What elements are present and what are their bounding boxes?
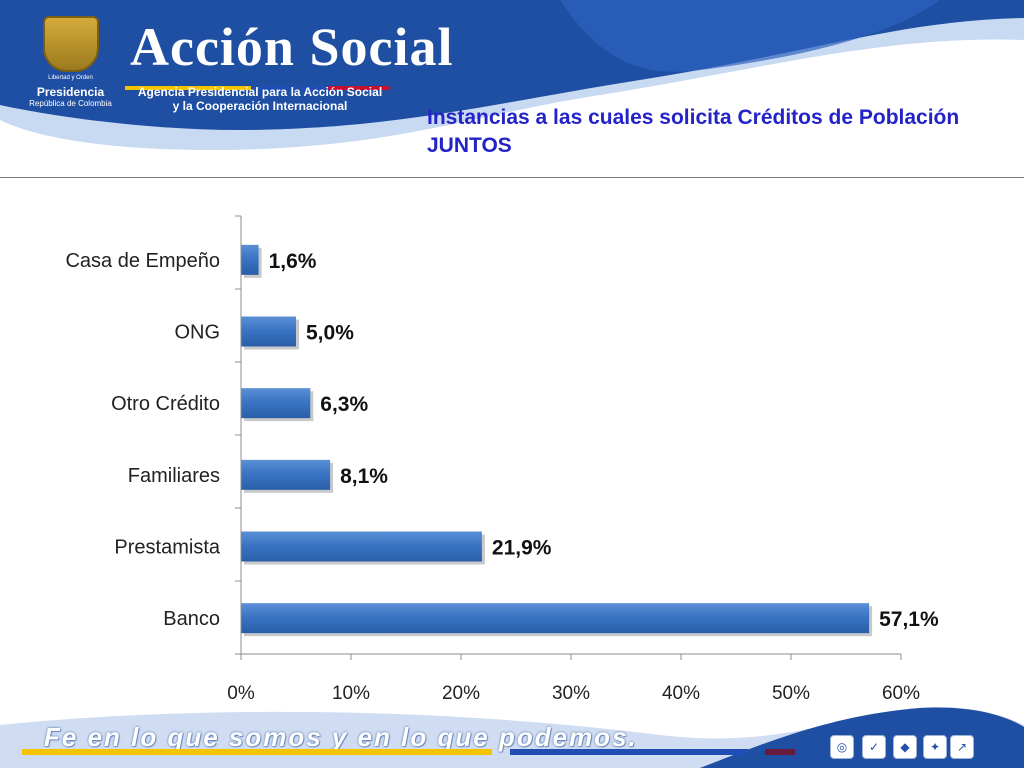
category-label: Familiares [128, 465, 220, 487]
bar [241, 459, 331, 490]
coat-motto: Libertad y Orden [48, 75, 93, 81]
value-label: 8,1% [340, 465, 388, 488]
category-label: Casa de Empeño [65, 250, 220, 272]
footer-stripe-red [765, 749, 795, 755]
category-label: ONG [174, 322, 220, 344]
x-tick-label: 40% [662, 683, 700, 704]
brand-name: Acción Social [130, 17, 454, 77]
bar [241, 316, 296, 347]
slide-title: Instancias a las cuales solicita Crédito… [427, 106, 960, 157]
category-label: Prestamista [114, 537, 220, 559]
presidencia-logo: Libertad y Orden Presidencia República d… [18, 16, 123, 108]
footer-stripe-blue [510, 749, 748, 755]
value-label: 6,3% [320, 393, 368, 416]
certification-icon-2: ✓ [862, 735, 886, 759]
value-label: 21,9% [492, 537, 552, 560]
map-icon: ◆ [893, 735, 917, 759]
agency-name: Agencia Presidencial para la Acción Soci… [126, 85, 394, 113]
header-divider [0, 177, 1024, 178]
x-tick-label: 60% [882, 683, 920, 704]
certification-icon-1: ◎ [830, 735, 854, 759]
bar [241, 531, 482, 562]
bar [241, 388, 311, 419]
bar [241, 244, 259, 275]
bars-layer [241, 244, 873, 637]
brand-stripes [125, 77, 390, 90]
certification-icon-4: ↗ [950, 735, 974, 759]
x-tick-label: 50% [772, 683, 810, 704]
header-banner [0, 0, 1024, 150]
x-tick-label: 10% [332, 683, 370, 704]
bar [241, 603, 870, 634]
value-label: 57,1% [879, 608, 939, 631]
brand-stripe-red [327, 86, 390, 90]
coat-of-arms-icon [42, 16, 99, 72]
brand-stripe-yellow [125, 86, 251, 90]
category-label: Banco [163, 608, 220, 630]
agency-line-1: Agencia Presidencial para la Acción Soci… [137, 85, 383, 99]
republica-label: República de Colombia [29, 99, 112, 108]
axis-layer: Casa de Empeño 1,6% ONG 5,0% Otro Crédito 6,3… [65, 215, 939, 704]
presidencia-label: Presidencia [36, 85, 105, 99]
x-tick-label: 30% [552, 683, 590, 704]
header-wave-highlight [560, 0, 940, 72]
value-label: 1,6% [269, 250, 317, 273]
brand-stripe-blue [251, 86, 327, 90]
x-tick-label: 20% [442, 683, 480, 704]
value-label: 5,0% [306, 322, 354, 345]
x-tick-label: 0% [227, 683, 255, 704]
footer-stripe-yellow [22, 749, 492, 755]
footer-slogan: Fe en lo que somos y en lo que podemos. [44, 722, 638, 752]
bar-chart: Casa de Empeño 1,6% ONG 5,0% Otro Crédito 6,3… [65, 215, 939, 704]
certification-icon-3: ✦ [923, 735, 947, 759]
agency-line-2: y la Cooperación Internacional [172, 99, 348, 113]
category-label: Otro Crédito [111, 393, 220, 415]
